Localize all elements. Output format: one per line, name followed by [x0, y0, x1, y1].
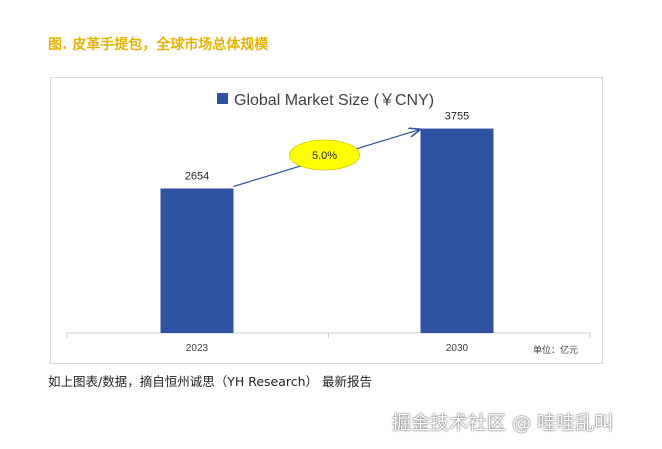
chart-area: 2654 2023 3755 2030 5.0% Global Market Size …: [50, 77, 603, 364]
legend-label: Global Market Size (￥CNY): [234, 92, 435, 109]
legend-swatch: [217, 92, 228, 104]
source-caption: 如上图表/数据，摘自恒州诚思（YH Research） 最新报告: [48, 374, 373, 389]
data-label-2030: 3755: [445, 111, 469, 123]
unit-label: 单位：亿元: [533, 346, 579, 356]
chart-legend: Global Market Size (￥CNY): [217, 87, 434, 109]
x-tick-label-2030: 2030: [446, 343, 469, 354]
bar-2023: [160, 188, 234, 333]
bar-chart: 2654 2023 3755 2030 5.0%: [66, 111, 591, 354]
cagr-ellipse: [289, 139, 360, 171]
data-label-2023: 2654: [185, 171, 209, 183]
bar-2030: [420, 128, 494, 333]
watermark: 掘金技术社区 @ 哇哇乱叫: [392, 412, 614, 434]
x-tick-label-2023: 2023: [186, 343, 209, 354]
figure-title: 图. 皮革手提包，全球市场总体规模: [48, 37, 269, 53]
cagr-label: 5.0%: [312, 150, 337, 162]
